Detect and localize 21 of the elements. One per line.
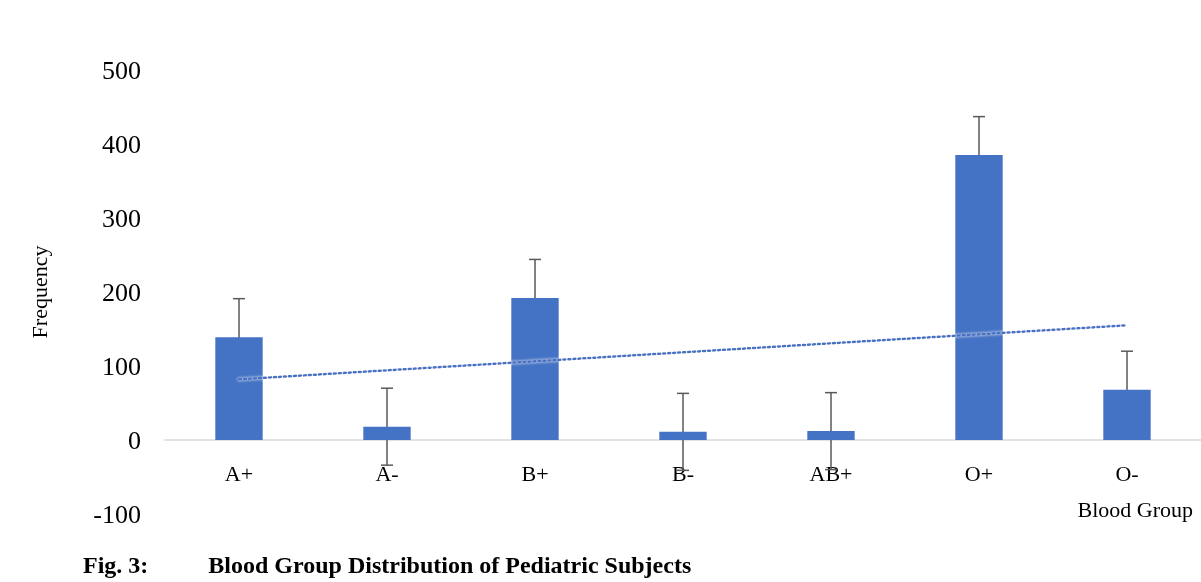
- y-tick-label: 500: [102, 55, 141, 85]
- bar: [807, 431, 855, 440]
- y-tick-label: 200: [102, 277, 141, 307]
- y-axis-title: Frequency: [26, 245, 52, 339]
- y-tick-label: 0: [128, 425, 141, 455]
- bar: [659, 431, 707, 440]
- x-tick-label: B+: [521, 460, 549, 486]
- x-axis-title: Blood Group: [1077, 496, 1193, 522]
- x-tick-label: O-: [1115, 460, 1139, 486]
- y-tick-label: -100: [93, 499, 141, 529]
- y-tick-label: 100: [102, 351, 141, 381]
- y-tick-label: 400: [102, 129, 141, 159]
- x-tick-label: B-: [672, 460, 694, 486]
- x-tick-label: O+: [964, 460, 994, 486]
- bar: [363, 426, 411, 440]
- x-tick-label: A-: [375, 460, 399, 486]
- y-tick-label: 300: [102, 203, 141, 233]
- x-tick-label: AB+: [809, 460, 853, 486]
- bar: [1103, 389, 1151, 440]
- x-tick-label: A+: [224, 460, 254, 486]
- text: Fig. 3: Blood Group Distribution of Pediatric Subjects: [83, 552, 692, 578]
